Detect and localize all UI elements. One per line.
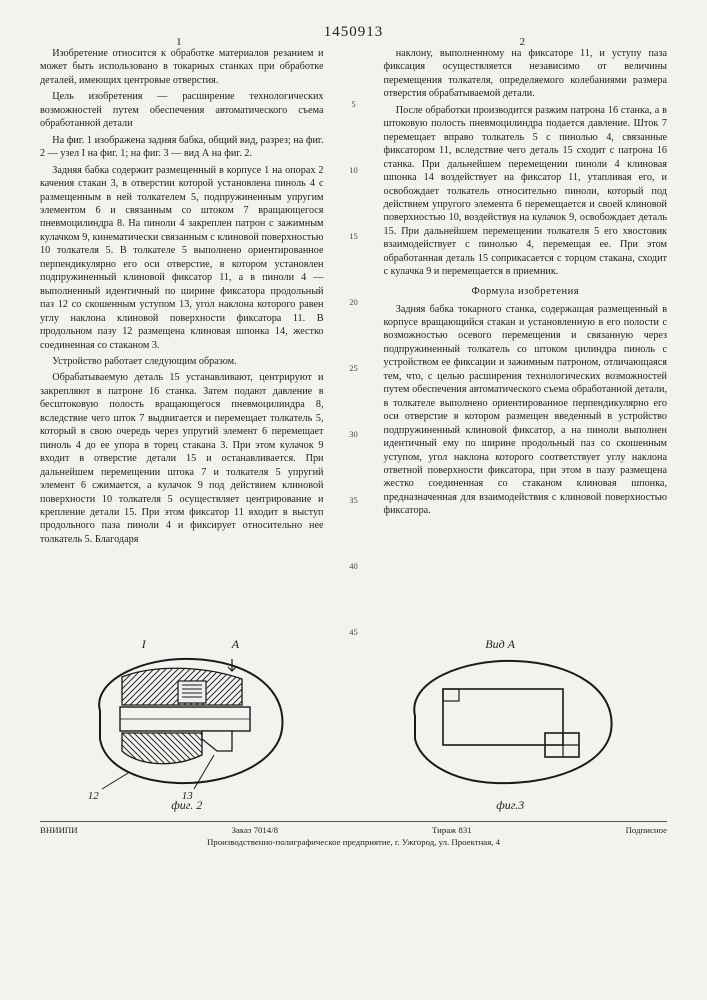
left-p2: Цель изобретения — расширение технологич… [40,90,324,130]
patent-number: 1450913 [40,24,667,41]
right-p3: Задняя бабка токарного станка, содержаща… [384,303,668,518]
footer-order: Заказ 7014/8 [232,825,278,835]
left-p3: На фиг. 1 изображена задняя бабка, общий… [40,134,324,161]
footer-org: ВНИИПИ [40,825,78,835]
footer-line-1: ВНИИПИ Заказ 7014/8 Тираж 831 Подписное [40,821,667,835]
left-column-number: 1 [176,35,182,50]
left-p1: Изобретение относится к обработке матери… [40,47,324,87]
formula-title: Формула изобретения [384,285,668,299]
left-p4: Задняя бабка содержит размещенный в корп… [40,164,324,352]
fig2-label-I: I [142,637,146,652]
right-p2: После обработки производится разжим патр… [384,104,668,279]
figures-row: I A [40,651,667,813]
fig2-label-A: A [232,637,239,652]
fig2-ref-13: 13 [182,790,193,802]
gutter-30: 30 [349,429,358,439]
gutter-35: 35 [349,495,358,505]
gutter-45: 45 [349,627,358,637]
right-p1: наклону, выполненному на фиксаторе 11, и… [384,47,668,101]
footer-line-2: Производственно-полиграфическое предприя… [40,837,667,847]
footer-tirazh: Тираж 831 [432,825,472,835]
gutter-10: 10 [349,165,358,175]
footer-sign: Подписное [626,825,667,835]
page: 1450913 1 Изобретение относится к обрабо… [0,0,707,1000]
fig2-ref-12: 12 [88,790,99,802]
gutter-20: 20 [349,297,358,307]
gutter-25: 25 [349,363,358,373]
fig3-top-label: Вид А [485,637,515,652]
gutter-15: 15 [349,231,358,241]
left-p5: Устройство работает следующим образом. [40,355,324,368]
line-number-gutter: 5 10 15 20 25 30 35 40 45 [346,47,362,637]
figure-2-svg [82,651,292,791]
left-column: 1 Изобретение относится к обработке мате… [40,47,324,637]
two-column-body: 1 Изобретение относится к обработке мате… [40,47,667,637]
gutter-40: 40 [349,561,358,571]
fig3-caption: фиг.3 [395,798,625,813]
right-column-number: 2 [520,35,526,50]
right-column: 2 наклону, выполненному на фиксаторе 11,… [384,47,668,637]
gutter-5: 5 [351,99,355,109]
figure-3-svg [395,651,625,791]
left-p6: Обрабатываемую деталь 15 устанавливают, … [40,371,324,546]
figure-2-block: I A [82,651,292,813]
figure-3-block: Вид А фиг.3 [395,651,625,813]
